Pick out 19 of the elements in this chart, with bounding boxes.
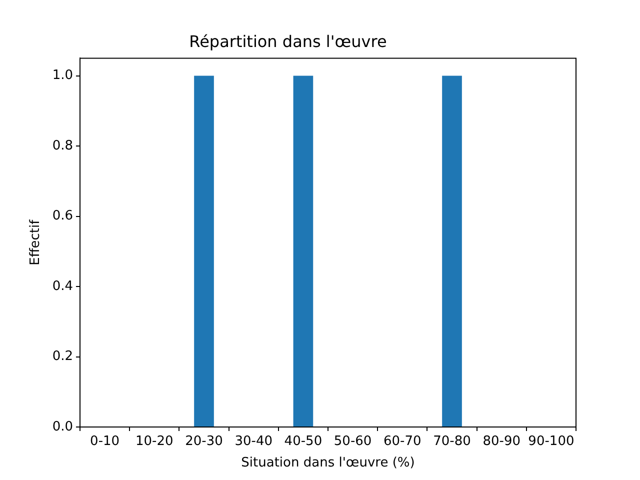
x-tick-label: 80-90 <box>482 434 520 450</box>
y-tick-label: 0.6 <box>52 208 73 224</box>
y-tick-label: 0.8 <box>52 138 73 154</box>
x-tick-label: 20-30 <box>185 434 223 450</box>
y-axis-title: Effectif <box>28 219 44 266</box>
y-tick-label: 0.0 <box>52 419 73 434</box>
x-tick-label: 40-50 <box>284 434 322 450</box>
x-axis-title: Situation dans l'œuvre (%) <box>241 456 415 471</box>
y-tick-label: 0.4 <box>52 278 73 294</box>
chart-title: Répartition dans l'œuvre <box>189 32 387 51</box>
x-tick-label: 70-80 <box>433 434 471 450</box>
x-tick-label: 60-70 <box>384 434 422 450</box>
x-tick-label: 90-100 <box>528 434 574 450</box>
x-tick-label: 0-10 <box>90 434 120 450</box>
x-tick-label: 30-40 <box>234 434 272 450</box>
x-tick-label: 50-60 <box>334 434 372 450</box>
y-tick-label: 1.0 <box>52 68 73 84</box>
y-tick-label: 0.2 <box>52 349 73 364</box>
x-tick-label: 10-20 <box>136 434 174 450</box>
